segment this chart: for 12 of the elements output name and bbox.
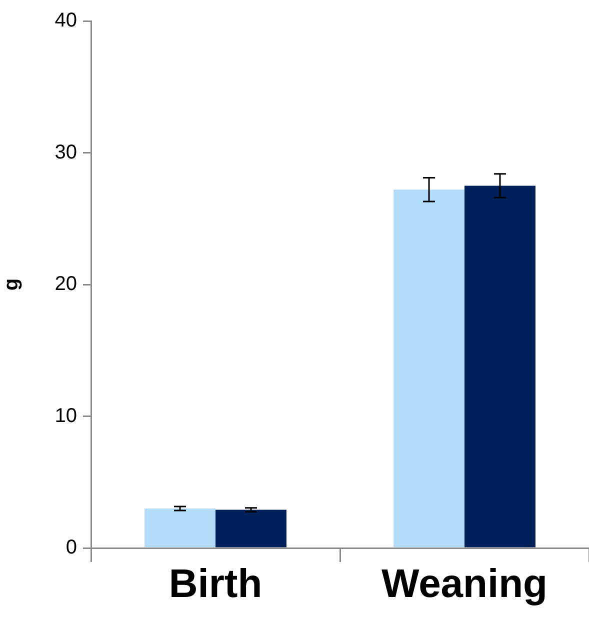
bar	[394, 190, 464, 548]
y-axis-title: g	[0, 278, 23, 291]
y-tick-label: 10	[54, 404, 77, 427]
y-tick-label: 0	[66, 536, 77, 559]
y-tick-label: 20	[54, 273, 77, 296]
bar	[464, 186, 536, 548]
bar	[216, 510, 286, 548]
y-tick-label: 30	[54, 141, 77, 164]
y-tick-label: 40	[54, 10, 77, 32]
x-tick-label: Weaning	[382, 562, 548, 606]
x-tick-label: Birth	[168, 562, 262, 606]
bar	[144, 508, 216, 548]
